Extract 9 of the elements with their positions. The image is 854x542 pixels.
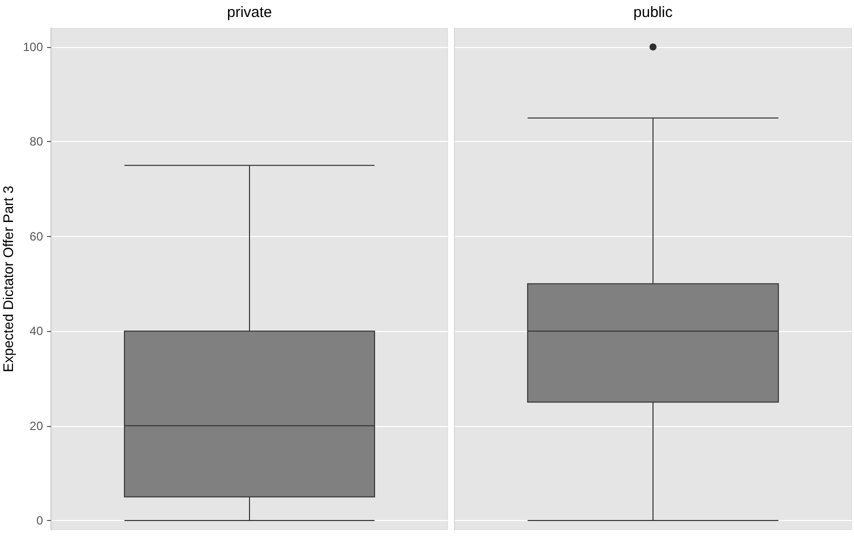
x-tick-label: public: [633, 4, 674, 21]
y-axis-title: Expected Dictator Offer Part 3: [0, 186, 16, 372]
y-tick-label: 20: [30, 418, 44, 433]
y-tick-label: 80: [30, 134, 44, 149]
y-tick-label: 0: [36, 514, 44, 528]
y-tick-label: 40: [30, 324, 44, 338]
x-tick-label: private: [226, 4, 272, 21]
y-tick-label: 60: [30, 229, 44, 244]
y-tick-label: 100: [22, 40, 44, 54]
